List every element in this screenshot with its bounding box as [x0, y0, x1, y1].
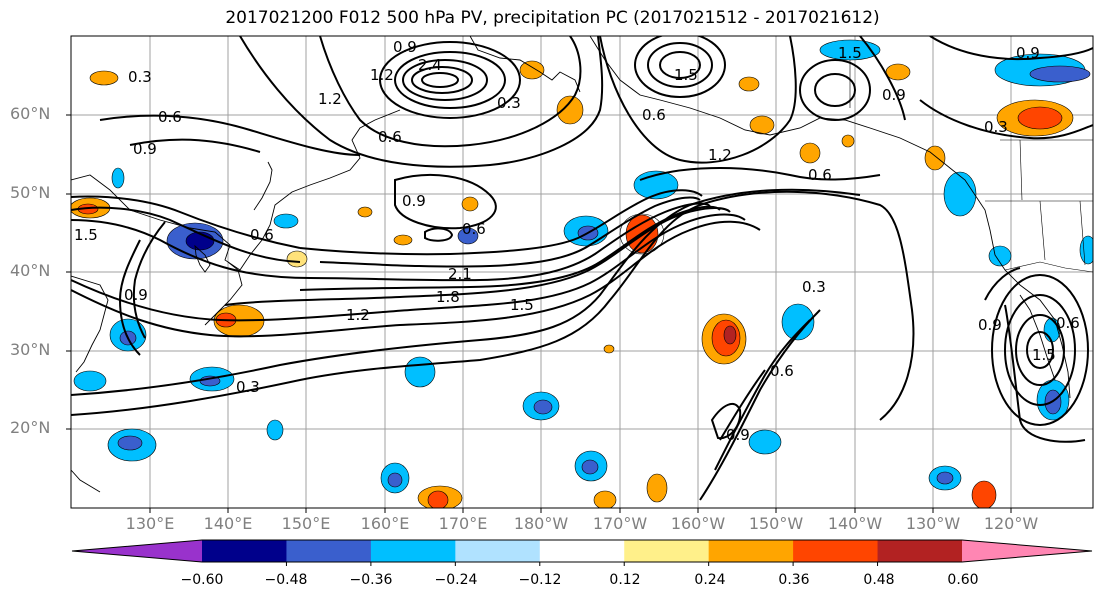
- lon-label-180w: 180°W: [513, 514, 569, 533]
- lat-label-20n: 20°N: [10, 418, 51, 437]
- contour-label: 1.5: [674, 66, 698, 84]
- lon-label-160w: 160°W: [670, 514, 726, 533]
- lat-label-60n: 60°N: [10, 104, 51, 123]
- contour-label: 0.9: [124, 286, 148, 304]
- contour-label: 0.9: [882, 86, 906, 104]
- lat-label-40n: 40°N: [10, 261, 51, 280]
- contour-label: 0.9: [978, 316, 1002, 334]
- lon-label-120w: 120°W: [983, 514, 1039, 533]
- contour-label: 0.6: [808, 166, 832, 184]
- colorbar-tick-label: −0.36: [349, 572, 393, 588]
- lon-label-160e: 160°E: [360, 514, 410, 533]
- contour-label: 0.3: [802, 278, 826, 296]
- contour-label: 0.3: [236, 378, 260, 396]
- contour-label: 0.6: [250, 226, 274, 244]
- contour-label: 0.6: [158, 108, 182, 126]
- colorbar-segment: [708, 540, 794, 562]
- colorbar-segment: [624, 540, 710, 562]
- colorbar-tick-label: 0.12: [609, 572, 641, 588]
- contour-label: 0.9: [393, 38, 417, 56]
- contour-label: 1.5: [838, 44, 862, 62]
- colorbar-segment: [202, 540, 287, 562]
- contour-label: 0.9: [133, 140, 157, 158]
- colorbar-tick-label: −0.48: [264, 572, 308, 588]
- colorbar-tick-label: −0.24: [434, 572, 478, 588]
- colorbar-segment: [370, 540, 456, 562]
- colorbar-tick-label: 0.48: [863, 572, 895, 588]
- contour-label: 0.9: [402, 192, 426, 210]
- contour-label: 1.2: [708, 146, 732, 164]
- contour-label: 0.6: [462, 220, 486, 238]
- contour-labels: 0.3 0.6 0.9 0.9 1.2 0.6 2.4 0.3 1.5 0.9 …: [74, 38, 1080, 444]
- colorbar-extend-min: [72, 540, 202, 562]
- contour-label: 2.1: [448, 265, 472, 283]
- contour-label: 1.2: [346, 306, 370, 324]
- colorbar-tick-label: 0.36: [778, 572, 810, 588]
- contour-label: 1.8: [436, 288, 460, 306]
- contour-label: 0.6: [1056, 314, 1080, 332]
- map-title: 2017021200 F012 500 hPa PV, precipitatio…: [225, 8, 880, 28]
- contour-label: 1.2: [318, 90, 342, 108]
- contour-label: 0.9: [1016, 44, 1040, 62]
- pv-contours: [71, 36, 1093, 501]
- contour-label: 0.9: [726, 426, 750, 444]
- contour-label: 1.2: [370, 66, 394, 84]
- colorbar-segment: [286, 540, 372, 562]
- contour-label: 0.3: [497, 94, 521, 112]
- colorbar-segment: [877, 540, 963, 562]
- lon-label-150e: 150°E: [281, 514, 331, 533]
- contour-label: 2.4: [418, 56, 442, 74]
- contour-label: 0.3: [984, 118, 1008, 136]
- colorbar-outline: [71, 539, 1093, 563]
- contour-label: 1.5: [510, 296, 534, 314]
- colorbar: [71, 539, 1093, 566]
- colorbar-tick-label: −0.12: [518, 572, 562, 588]
- colorbar-segment: [793, 540, 879, 562]
- colorbar-tick-label: 0.60: [947, 572, 979, 588]
- axis-ticks: [66, 114, 1012, 513]
- contour-label: 0.6: [378, 128, 402, 146]
- positive-precip-areas: [71, 60, 1074, 508]
- lon-label-140w: 140°W: [827, 514, 883, 533]
- colorbar-tick-label: −0.60: [180, 572, 224, 588]
- lon-label-130e: 130°E: [125, 514, 175, 533]
- contour-label: 0.6: [642, 106, 666, 124]
- lon-label-170w: 170°W: [592, 514, 648, 533]
- lon-label-170e: 170°E: [438, 514, 488, 533]
- political-borders: [849, 60, 1093, 273]
- colorbar-segment: [539, 540, 625, 562]
- colorbar-extend-max: [962, 540, 1092, 562]
- lat-label-30n: 30°N: [10, 340, 51, 359]
- lon-label-150w: 150°W: [748, 514, 804, 533]
- contour-label: 1.5: [1032, 346, 1056, 364]
- colorbar-segment: [455, 540, 541, 562]
- contour-label: 0.6: [770, 362, 794, 380]
- contour-label: 1.5: [74, 226, 98, 244]
- lat-label-50n: 50°N: [10, 183, 51, 202]
- lon-label-140e: 140°E: [203, 514, 253, 533]
- colorbar-tick-label: 0.24: [694, 572, 726, 588]
- lon-label-130w: 130°W: [905, 514, 961, 533]
- contour-label: 0.3: [128, 68, 152, 86]
